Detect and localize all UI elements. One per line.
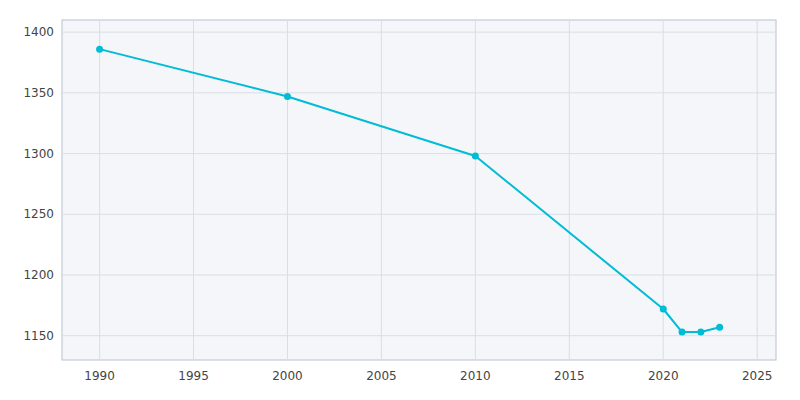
x-tick-label: 2025 (742, 369, 773, 383)
grid-line-y (62, 153, 776, 154)
x-tick-label: 2015 (554, 369, 585, 383)
x-tick-label: 1990 (84, 369, 115, 383)
x-tick-label: 2005 (366, 369, 397, 383)
grid-line-y (62, 32, 776, 33)
point (716, 324, 723, 331)
y-tick-label: 1200 (23, 268, 54, 282)
grid-line-y (62, 275, 776, 276)
point (660, 306, 667, 313)
chart-svg: 1990 1995 2000 2005 2010 2015 2020 2025 1150 1200… (0, 0, 800, 400)
x-tick-label: 2010 (460, 369, 491, 383)
grid-line-y (62, 92, 776, 93)
grid-line-x (381, 20, 382, 360)
y-tick-label: 1300 (23, 147, 54, 161)
point (697, 329, 704, 336)
x-tick-label: 2020 (648, 369, 679, 383)
data-group (96, 46, 723, 336)
point (96, 46, 103, 53)
grid-line-x (569, 20, 570, 360)
chart-container: 1990 1995 2000 2005 2010 2015 2020 2025 1150 1200… (0, 0, 800, 400)
x-tick-label: 2000 (272, 369, 303, 383)
grid-line-y (62, 335, 776, 336)
plot-area (62, 20, 776, 360)
grid-line-y (62, 214, 776, 215)
grid-line-x (475, 20, 476, 360)
point (679, 329, 686, 336)
y-tick-label: 1250 (23, 207, 54, 221)
grid (62, 20, 776, 360)
y-tick-label: 1150 (23, 329, 54, 343)
y-tick-label: 1350 (23, 86, 54, 100)
point (472, 153, 479, 160)
grid-line-x (757, 20, 758, 360)
x-tick-label: 1995 (178, 369, 209, 383)
line (100, 49, 720, 332)
grid-line-x (193, 20, 194, 360)
grid-line-x (287, 20, 288, 360)
point (284, 93, 291, 100)
grid-line-x (99, 20, 100, 360)
y-tick-label: 1400 (23, 25, 54, 39)
